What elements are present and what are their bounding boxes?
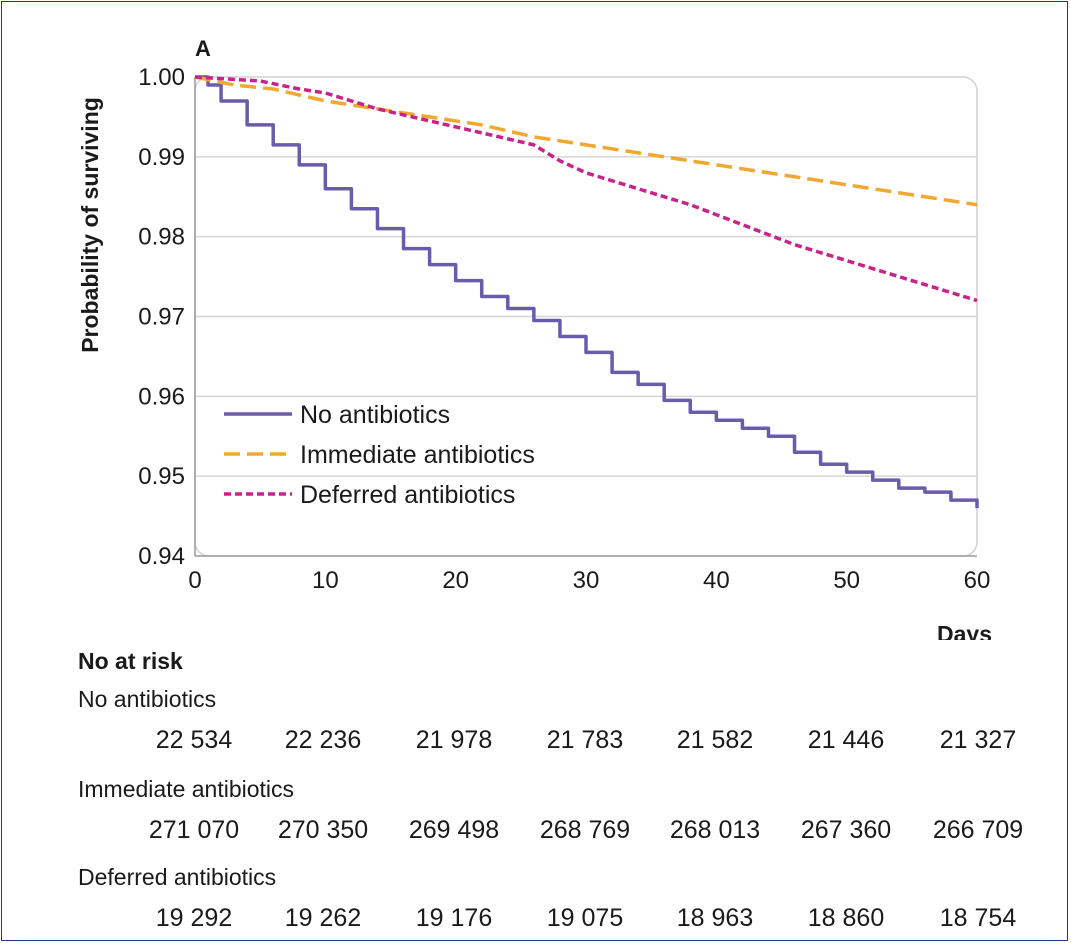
series-line-immediate-antibiotics xyxy=(194,75,978,207)
risk-table-cell: 19 075 xyxy=(546,904,624,932)
grid-lines xyxy=(195,156,977,477)
risk-table-cell: 21 446 xyxy=(807,726,885,754)
y-axis-label: Probability of surviving xyxy=(77,97,103,353)
legend-label: Deferred antibiotics xyxy=(300,481,515,509)
risk-table-cell: 19 176 xyxy=(415,904,493,932)
x-tick-label: 10 xyxy=(312,567,339,594)
risk-table-cell: 21 783 xyxy=(546,726,624,754)
x-tick-label: 0 xyxy=(188,567,201,594)
risk-table-row: 271 070 270 350 269 498 268 769 268 013 267 3… xyxy=(0,816,1071,846)
risk-group-label: No antibiotics xyxy=(78,686,217,712)
series-lines xyxy=(194,75,979,509)
risk-table-cell: 19 262 xyxy=(284,904,362,932)
x-axis-label: Days xyxy=(937,621,992,640)
y-tick-labels: 1.00 0.99 0.98 0.97 0.96 0.95 0.94 xyxy=(138,64,185,570)
x-tick-label: 30 xyxy=(573,567,600,594)
x-tick-label: 40 xyxy=(703,567,730,594)
panel-label: A xyxy=(195,36,211,61)
risk-table-cell: 269 498 xyxy=(408,816,500,844)
risk-table-cell: 22 236 xyxy=(284,726,362,754)
x-tick-labels: 0 10 20 30 40 50 60 xyxy=(188,567,990,594)
risk-table-cell: 18 754 xyxy=(939,904,1017,932)
y-tick-label: 0.95 xyxy=(138,463,185,490)
risk-table-row: 19 292 19 262 19 176 19 075 18 963 18 860 18 7… xyxy=(0,904,1071,934)
risk-table-cell: 270 350 xyxy=(277,816,369,844)
risk-group-label: Deferred antibiotics xyxy=(78,864,277,890)
x-tick-label: 60 xyxy=(964,567,991,594)
risk-table-cell: 267 360 xyxy=(800,816,892,844)
series-line-deferred-antibiotics xyxy=(194,75,978,303)
x-tick-label: 20 xyxy=(442,567,469,594)
risk-table-cell: 268 013 xyxy=(669,816,761,844)
survival-chart: 1.00 0.99 0.98 0.97 0.96 0.95 0.94 0 10 20 30 40 50… xyxy=(77,36,992,640)
y-tick-label: 0.96 xyxy=(138,383,185,410)
y-tick-label: 0.98 xyxy=(138,224,185,251)
risk-table-row: 22 534 22 236 21 978 21 783 21 582 21 446 21 3… xyxy=(0,726,1071,756)
y-tick-label: 1.00 xyxy=(138,64,185,91)
risk-table-cell: 21 582 xyxy=(676,726,754,754)
series-line-no-antibiotics xyxy=(195,75,979,509)
risk-table-heading: No at risk xyxy=(78,648,183,674)
x-tick-label: 50 xyxy=(833,567,860,594)
risk-table-cell: 19 292 xyxy=(155,904,233,932)
risk-table-cell: 21 978 xyxy=(415,726,493,754)
y-tick-label: 0.97 xyxy=(138,304,185,331)
legend: No antibiotics Immediate antibiotics Defer… xyxy=(224,401,535,509)
risk-table-cell: 266 709 xyxy=(932,816,1024,844)
risk-table-cell: 18 860 xyxy=(807,904,885,932)
legend-label: No antibiotics xyxy=(300,401,450,429)
risk-table-cell: 22 534 xyxy=(155,726,233,754)
risk-table-cell: 271 070 xyxy=(148,816,240,844)
y-tick-label: 0.94 xyxy=(138,543,185,570)
risk-table-cell: 268 769 xyxy=(539,816,631,844)
risk-table-cell: 21 327 xyxy=(939,726,1017,754)
legend-label: Immediate antibiotics xyxy=(300,441,535,469)
y-tick-label: 0.99 xyxy=(138,144,185,171)
risk-group-label: Immediate antibiotics xyxy=(78,776,295,802)
risk-table-cell: 18 963 xyxy=(676,904,754,932)
